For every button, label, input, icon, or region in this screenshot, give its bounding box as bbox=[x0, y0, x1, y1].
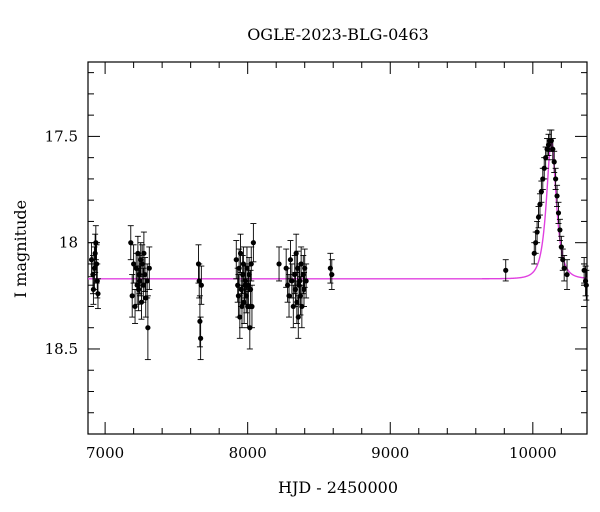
data-point bbox=[289, 278, 295, 284]
data-point bbox=[250, 240, 256, 246]
x-tick-label: 10000 bbox=[509, 444, 557, 462]
data-point bbox=[198, 282, 204, 288]
data-point bbox=[535, 214, 542, 220]
data-point bbox=[583, 282, 589, 288]
data-point bbox=[538, 189, 544, 195]
data-point bbox=[132, 303, 138, 310]
data-point bbox=[557, 227, 563, 233]
data-point bbox=[537, 201, 543, 208]
data-point bbox=[245, 282, 251, 288]
data-point bbox=[128, 240, 134, 246]
data-point bbox=[94, 278, 100, 284]
data-point bbox=[131, 261, 137, 267]
data-point bbox=[135, 250, 141, 256]
data-point bbox=[196, 278, 202, 284]
data-point bbox=[142, 271, 148, 278]
data-point bbox=[129, 293, 135, 299]
y-tick-label: 17.5 bbox=[45, 127, 78, 145]
data-point bbox=[95, 291, 101, 297]
data-point bbox=[551, 159, 557, 165]
data-point bbox=[295, 314, 301, 320]
data-point bbox=[582, 278, 589, 284]
data-point bbox=[554, 193, 560, 199]
data-point bbox=[503, 267, 509, 273]
data-point bbox=[198, 335, 204, 341]
data-point bbox=[558, 244, 564, 250]
data-point bbox=[233, 257, 239, 263]
data-point bbox=[287, 257, 294, 263]
data-point bbox=[561, 265, 567, 271]
data-point bbox=[303, 278, 309, 284]
data-point bbox=[144, 278, 150, 284]
data-point bbox=[137, 278, 143, 284]
chart-title: OGLE-2023-BLG-0463 bbox=[247, 25, 429, 44]
data-point bbox=[555, 210, 562, 216]
data-point bbox=[301, 286, 307, 293]
data-point bbox=[553, 176, 559, 182]
data-point bbox=[93, 240, 99, 246]
data-point bbox=[534, 229, 540, 235]
x-tick-label: 8000 bbox=[229, 444, 267, 462]
data-point bbox=[145, 325, 151, 331]
data-point bbox=[91, 265, 98, 271]
data-point bbox=[564, 271, 570, 278]
data-point bbox=[237, 250, 244, 256]
data-point bbox=[249, 303, 255, 310]
data-point bbox=[550, 146, 556, 152]
data-point bbox=[197, 318, 203, 324]
data-point bbox=[240, 271, 246, 278]
x-axis-label: HJD - 2450000 bbox=[278, 478, 398, 497]
data-point bbox=[329, 271, 335, 278]
data-point bbox=[286, 293, 292, 299]
data-point bbox=[237, 314, 243, 320]
data-point bbox=[276, 261, 282, 267]
y-tick-label: 18 bbox=[59, 234, 78, 252]
data-point bbox=[248, 261, 254, 267]
plot-frame bbox=[87, 61, 588, 435]
data-point bbox=[146, 265, 152, 271]
data-point bbox=[141, 250, 147, 256]
plot-area: 7000 8000 9000 10000 17.5 18 18.5 bbox=[45, 61, 590, 462]
model-curve bbox=[88, 139, 588, 280]
data-point bbox=[239, 303, 245, 310]
x-tick-label: 7000 bbox=[86, 444, 124, 462]
y-axis-label: I magnitude bbox=[11, 200, 30, 298]
x-tick-label: 9000 bbox=[371, 444, 409, 462]
data-point bbox=[241, 299, 247, 305]
data-point bbox=[292, 271, 298, 278]
y-tick-label: 18.5 bbox=[45, 340, 78, 358]
data-point bbox=[298, 261, 304, 267]
